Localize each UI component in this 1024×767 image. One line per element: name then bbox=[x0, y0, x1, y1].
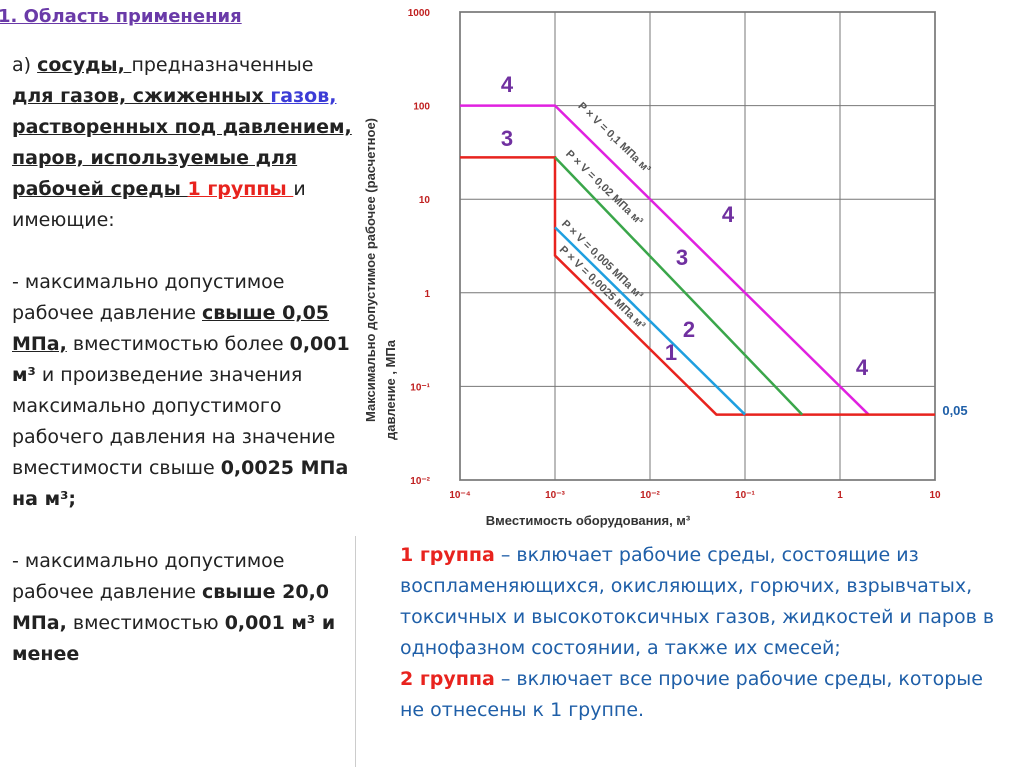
run: 0,001 м³ и менее bbox=[12, 612, 336, 665]
heading: 1. Область применения bbox=[0, 6, 242, 27]
run: для газов, сжиженных bbox=[12, 85, 271, 107]
series-line bbox=[554, 156, 804, 416]
paragraph: - максимально допустимое рабочее давлени… bbox=[12, 267, 352, 515]
run: растворенных под давлением, паров, испол… bbox=[12, 116, 352, 200]
run: 2 группа bbox=[400, 668, 495, 690]
run: 0,001 м³ bbox=[12, 333, 350, 386]
run: – включает все прочие рабочие среды, кот… bbox=[400, 668, 983, 721]
x-tick-label: 10⁻³ bbox=[545, 490, 565, 501]
y-tick-label: 1 bbox=[424, 289, 430, 300]
annotation: 4 bbox=[501, 72, 514, 97]
series-line bbox=[460, 156, 935, 416]
annotation: 4 bbox=[722, 202, 735, 227]
x-axis-label: Вместимость оборудования, м³ bbox=[486, 513, 691, 528]
left-text: а) сосуды, предназначенные для газов, сж… bbox=[12, 50, 352, 670]
x-tick-label: 10 bbox=[929, 490, 941, 501]
run: - максимально допустимое рабочее давлени… bbox=[12, 271, 285, 324]
paragraph: 1 группа – включает рабочие среды, состо… bbox=[400, 540, 1000, 664]
run: сосуды, bbox=[37, 54, 132, 76]
x-tick-label: 10⁻⁴ bbox=[449, 490, 470, 501]
run: а) bbox=[12, 54, 38, 76]
y-tick-label: 10⁻² bbox=[410, 476, 430, 487]
y-tick-label: 1000 bbox=[408, 8, 431, 19]
y-tick-label: 100 bbox=[413, 102, 430, 113]
chart: Вместимость оборудования, м³ Максимально… bbox=[363, 8, 968, 528]
annotation: 1 bbox=[665, 340, 677, 365]
run: предназначенные bbox=[131, 54, 314, 76]
run: 0,0025 МПа на м³; bbox=[12, 457, 349, 510]
x-tick-label: 10⁻² bbox=[640, 490, 660, 501]
paragraph: 2 группа – включает все прочие рабочие с… bbox=[400, 664, 1000, 726]
annotation: 4 bbox=[856, 355, 869, 380]
series-line bbox=[554, 226, 746, 416]
y-tick-label: 10 bbox=[419, 195, 431, 206]
y-tick-label: 10⁻¹ bbox=[410, 382, 430, 393]
run: газов, bbox=[270, 85, 337, 107]
annotation: 3 bbox=[676, 245, 688, 270]
run: вместимостью bbox=[66, 612, 225, 634]
annotation: 0,05 bbox=[942, 403, 967, 418]
run: свыше 0,05 МПа, bbox=[12, 302, 330, 355]
run: вместимостью более bbox=[66, 333, 290, 355]
y-axis-label: давление , МПа bbox=[383, 339, 398, 440]
run: и произведение значения максимально допу… bbox=[12, 364, 336, 479]
annotation: 2 bbox=[683, 317, 695, 342]
run: 1 группы bbox=[187, 178, 294, 200]
run: свыше 20,0 МПа, bbox=[12, 581, 330, 634]
series-line bbox=[460, 104, 870, 416]
right-text: 1 группа – включает рабочие среды, состо… bbox=[400, 540, 1000, 726]
x-tick-label: 10⁻¹ bbox=[735, 490, 755, 501]
run: 1 группа bbox=[400, 544, 495, 566]
run: – включает рабочие среды, состоящие из в… bbox=[400, 544, 995, 659]
paragraph: а) сосуды, предназначенные для газов, сж… bbox=[12, 50, 352, 236]
x-tick-label: 1 bbox=[837, 490, 843, 501]
divider bbox=[355, 536, 356, 767]
run: - максимально допустимое рабочее давлени… bbox=[12, 550, 285, 603]
run: и имеющие: bbox=[12, 178, 306, 231]
y-axis-label: Максимально допустимое рабочее (расчетно… bbox=[363, 118, 378, 422]
annotation: 3 bbox=[501, 126, 513, 151]
paragraph: - максимально допустимое рабочее давлени… bbox=[12, 546, 352, 670]
